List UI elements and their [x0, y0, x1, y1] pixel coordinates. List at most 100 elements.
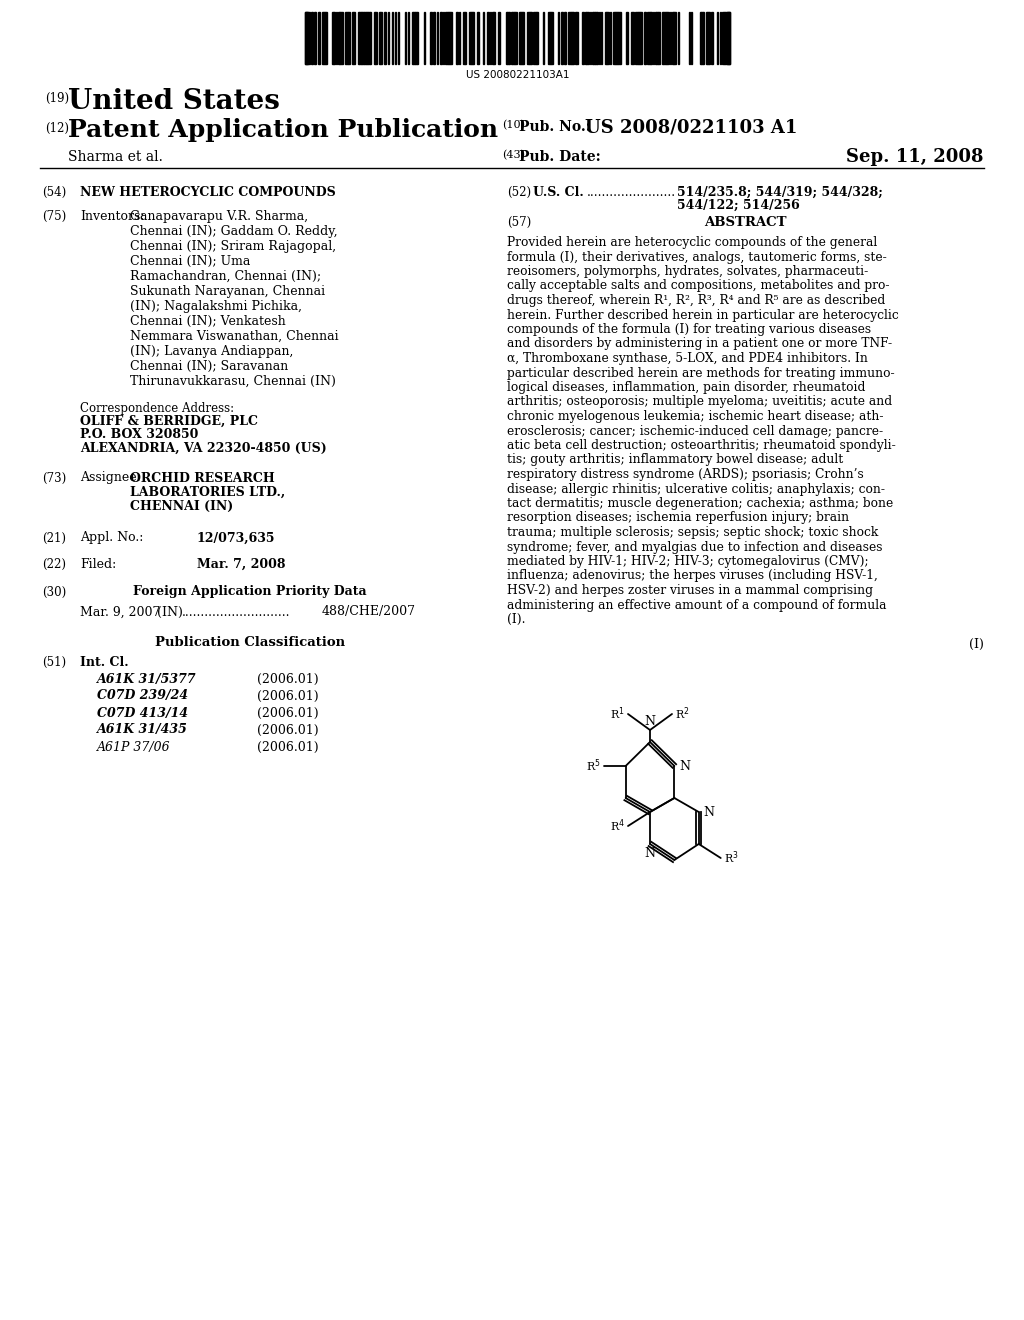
Bar	[727, 12, 730, 63]
Bar	[711, 12, 713, 63]
Text: OLIFF & BERRIDGE, PLC: OLIFF & BERRIDGE, PLC	[80, 414, 258, 428]
Text: Thirunavukkarasu, Chennai (IN): Thirunavukkarasu, Chennai (IN)	[130, 375, 336, 388]
Bar	[469, 12, 471, 63]
Text: reoisomers, polymorphs, hydrates, solvates, pharmaceuti-: reoisomers, polymorphs, hydrates, solvat…	[507, 265, 868, 279]
Text: P.O. BOX 320850: P.O. BOX 320850	[80, 429, 199, 441]
Text: tact dermatitis; muscle degeneration; cachexia; asthma; bone: tact dermatitis; muscle degeneration; ca…	[507, 498, 893, 510]
Text: United States: United States	[68, 88, 280, 115]
Bar	[507, 12, 509, 63]
Bar	[340, 12, 343, 63]
Text: .......................: .......................	[587, 186, 676, 199]
Bar	[618, 12, 621, 63]
Bar	[445, 12, 449, 63]
Text: particular described herein are methods for treating immuno-: particular described herein are methods …	[507, 367, 895, 380]
Text: Publication Classification: Publication Classification	[155, 635, 345, 648]
Text: administering an effective amount of a compound of formula: administering an effective amount of a c…	[507, 598, 887, 611]
Bar	[534, 12, 536, 63]
Bar	[656, 12, 658, 63]
Text: Correspondence Address:: Correspondence Address:	[80, 403, 234, 414]
Text: 12/073,635: 12/073,635	[197, 532, 275, 544]
Text: HSV-2) and herpes zoster viruses in a mammal comprising: HSV-2) and herpes zoster viruses in a ma…	[507, 583, 873, 597]
Bar	[586, 12, 589, 63]
Text: cally acceptable salts and compositions, metabolites and pro-: cally acceptable salts and compositions,…	[507, 280, 890, 293]
Bar	[353, 12, 355, 63]
Text: Ganapavarapu V.R. Sharma,: Ganapavarapu V.R. Sharma,	[130, 210, 308, 223]
Text: (75): (75)	[42, 210, 67, 223]
Text: Assignee:: Assignee:	[80, 471, 140, 484]
Text: syndrome; fever, and myalgias due to infection and diseases: syndrome; fever, and myalgias due to inf…	[507, 540, 883, 553]
Bar	[663, 12, 666, 63]
Text: herein. Further described herein in particular are heterocyclic: herein. Further described herein in part…	[507, 309, 899, 322]
Bar	[430, 12, 432, 63]
Text: (12): (12)	[45, 121, 69, 135]
Text: Chennai (IN); Saravanan: Chennai (IN); Saravanan	[130, 360, 288, 374]
Text: (21): (21)	[42, 532, 66, 544]
Text: atic beta cell destruction; osteoarthritis; rheumatoid spondyli-: atic beta cell destruction; osteoarthrit…	[507, 440, 896, 451]
Text: Provided herein are heterocyclic compounds of the general: Provided herein are heterocyclic compoun…	[507, 236, 878, 249]
Text: Chennai (IN); Gaddam O. Reddy,: Chennai (IN); Gaddam O. Reddy,	[130, 224, 338, 238]
Text: Filed:: Filed:	[80, 557, 117, 570]
Text: LABORATORIES LTD.,: LABORATORIES LTD.,	[130, 486, 286, 499]
Text: (I).: (I).	[507, 612, 525, 626]
Text: C07D 413/14: C07D 413/14	[97, 706, 188, 719]
Bar	[362, 12, 364, 63]
Text: and disorders by administering in a patient one or more TNF-: and disorders by administering in a pati…	[507, 338, 892, 351]
Text: R$^5$: R$^5$	[586, 758, 601, 775]
Bar	[635, 12, 638, 63]
Bar	[647, 12, 650, 63]
Text: (51): (51)	[42, 656, 67, 668]
Text: (57): (57)	[507, 216, 531, 228]
Text: ALEXANDRIA, VA 22320-4850 (US): ALEXANDRIA, VA 22320-4850 (US)	[80, 442, 327, 455]
Text: Chennai (IN); Venkatesh: Chennai (IN); Venkatesh	[130, 315, 286, 327]
Text: (2006.01): (2006.01)	[257, 672, 318, 685]
Bar	[658, 12, 660, 63]
Text: (IN); Nagalakshmi Pichika,: (IN); Nagalakshmi Pichika,	[130, 300, 302, 313]
Text: erosclerosis; cancer; ischemic-induced cell damage; pancre-: erosclerosis; cancer; ischemic-induced c…	[507, 425, 883, 437]
Bar	[575, 12, 578, 63]
Bar	[307, 12, 310, 63]
Bar	[595, 12, 597, 63]
Text: (IN): (IN)	[157, 606, 183, 619]
Bar	[487, 12, 489, 63]
Text: ABSTRACT: ABSTRACT	[705, 216, 786, 228]
Text: C07D 239/24: C07D 239/24	[97, 689, 188, 702]
Text: arthritis; osteoporosis; multiple myeloma; uveititis; acute and: arthritis; osteoporosis; multiple myelom…	[507, 396, 892, 408]
Text: U.S. Cl.: U.S. Cl.	[534, 186, 584, 199]
Text: Inventors:: Inventors:	[80, 210, 144, 223]
Bar	[413, 12, 415, 63]
Text: disease; allergic rhinitis; ulcerative colitis; anaphylaxis; con-: disease; allergic rhinitis; ulcerative c…	[507, 483, 885, 495]
Text: (22): (22)	[42, 557, 66, 570]
Bar	[725, 12, 727, 63]
Text: A61K 31/5377: A61K 31/5377	[97, 672, 197, 685]
Text: Sharma et al.: Sharma et al.	[68, 150, 163, 164]
Text: (52): (52)	[507, 186, 531, 199]
Text: R$^3$: R$^3$	[724, 850, 738, 866]
Text: mediated by HIV-1; HIV-2; HIV-3; cytomegalovirus (CMV);: mediated by HIV-1; HIV-2; HIV-3; cytomeg…	[507, 554, 868, 568]
Bar	[456, 12, 458, 63]
Text: ............................: ............................	[182, 606, 291, 619]
Text: (19): (19)	[45, 92, 70, 106]
Text: trauma; multiple sclerosis; sepsis; septic shock; toxic shock: trauma; multiple sclerosis; sepsis; sept…	[507, 525, 879, 539]
Text: (2006.01): (2006.01)	[257, 723, 318, 737]
Text: (2006.01): (2006.01)	[257, 706, 318, 719]
Text: Sukunath Narayanan, Chennai: Sukunath Narayanan, Chennai	[130, 285, 326, 298]
Text: ORCHID RESEARCH: ORCHID RESEARCH	[130, 471, 274, 484]
Text: (IN); Lavanya Andiappan,: (IN); Lavanya Andiappan,	[130, 345, 293, 358]
Bar	[568, 12, 571, 63]
Text: N: N	[644, 715, 655, 729]
Bar	[667, 12, 669, 63]
Text: N: N	[679, 759, 690, 772]
Text: Chennai (IN); Sriram Rajagopal,: Chennai (IN); Sriram Rajagopal,	[130, 240, 336, 253]
Bar	[515, 12, 517, 63]
Bar	[582, 12, 584, 63]
Text: influenza; adenovirus; the herpes viruses (including HSV-1,: influenza; adenovirus; the herpes viruse…	[507, 569, 878, 582]
Bar	[348, 12, 350, 63]
Text: Int. Cl.: Int. Cl.	[80, 656, 129, 668]
Text: A61K 31/435: A61K 31/435	[97, 723, 187, 737]
Text: chronic myelogenous leukemia; ischemic heart disease; ath-: chronic myelogenous leukemia; ischemic h…	[507, 411, 884, 422]
Text: Foreign Application Priority Data: Foreign Application Priority Data	[133, 586, 367, 598]
Bar	[368, 12, 370, 63]
Text: N: N	[644, 847, 655, 861]
Bar	[440, 12, 442, 63]
Bar	[613, 12, 615, 63]
